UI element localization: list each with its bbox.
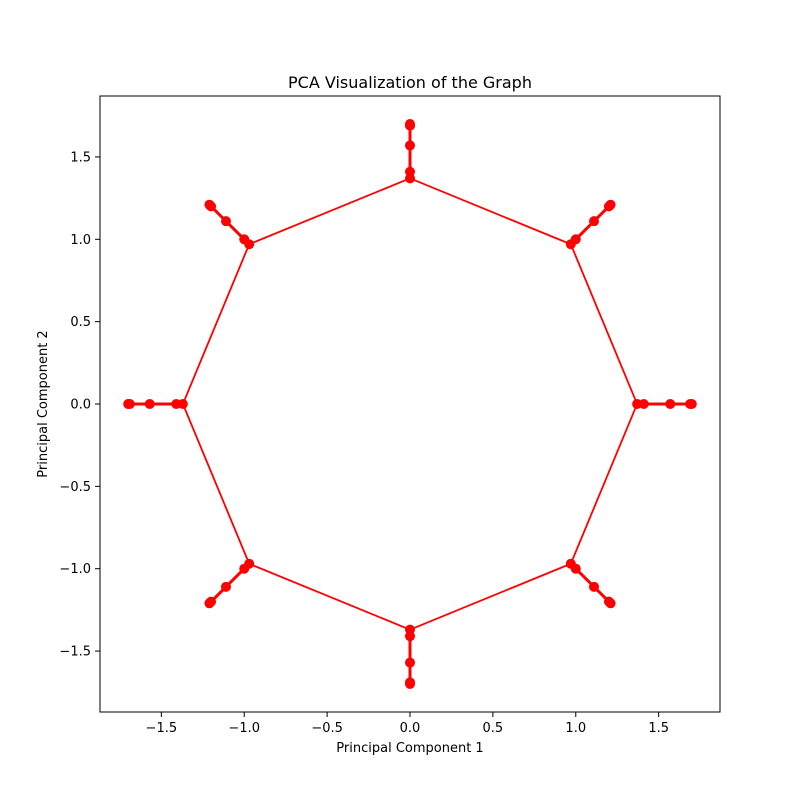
node-point bbox=[144, 399, 155, 409]
y-tick-label: 0.5 bbox=[70, 315, 91, 330]
x-tick-label: −0.5 bbox=[311, 721, 343, 736]
x-tick-label: 1.0 bbox=[565, 721, 586, 736]
x-tick-label: 0.0 bbox=[400, 721, 421, 736]
y-axis-label: Principal Component 2 bbox=[36, 330, 51, 477]
y-tick-label: −0.5 bbox=[59, 480, 91, 495]
x-tick-label: −1.5 bbox=[146, 721, 178, 736]
node-point bbox=[589, 581, 600, 592]
node-point bbox=[405, 140, 415, 151]
node-point bbox=[204, 598, 215, 609]
node-point bbox=[405, 631, 415, 642]
node-point bbox=[239, 234, 250, 245]
x-axis-label: Principal Component 1 bbox=[336, 741, 483, 756]
x-tick-label: −1.0 bbox=[228, 721, 260, 736]
node-point bbox=[605, 598, 616, 609]
plot-area bbox=[123, 119, 697, 689]
node-point bbox=[405, 657, 415, 668]
node-point bbox=[405, 119, 415, 129]
node-point bbox=[171, 399, 182, 409]
x-tick-label: 1.5 bbox=[648, 721, 669, 736]
node-point bbox=[638, 399, 649, 409]
node-point bbox=[589, 216, 600, 227]
y-tick-label: −1.0 bbox=[59, 562, 91, 577]
chart-title: PCA Visualization of the Graph bbox=[288, 73, 532, 92]
y-tick-label: −1.5 bbox=[59, 645, 91, 660]
node-point bbox=[405, 679, 415, 689]
y-tick-label: 1.5 bbox=[70, 150, 91, 165]
node-point bbox=[665, 399, 676, 409]
y-axis: −1.5 −1.0 −0.5 0.0 0.5 1.0 1.5 bbox=[59, 150, 100, 660]
x-tick-label: 0.5 bbox=[483, 721, 504, 736]
y-tick-label: 0.0 bbox=[70, 398, 91, 413]
node-point bbox=[123, 399, 134, 409]
node-point bbox=[605, 199, 616, 210]
node-point bbox=[405, 166, 415, 177]
x-axis: −1.5 −1.0 −0.5 0.0 0.5 1.0 1.5 bbox=[146, 712, 669, 736]
node-point bbox=[220, 216, 231, 227]
y-tick-label: 1.0 bbox=[70, 233, 91, 248]
node-point bbox=[204, 199, 215, 210]
node-point bbox=[686, 399, 697, 409]
node-point bbox=[570, 234, 581, 245]
node-point bbox=[239, 563, 250, 574]
node-point bbox=[570, 563, 581, 574]
node-point bbox=[220, 581, 231, 592]
